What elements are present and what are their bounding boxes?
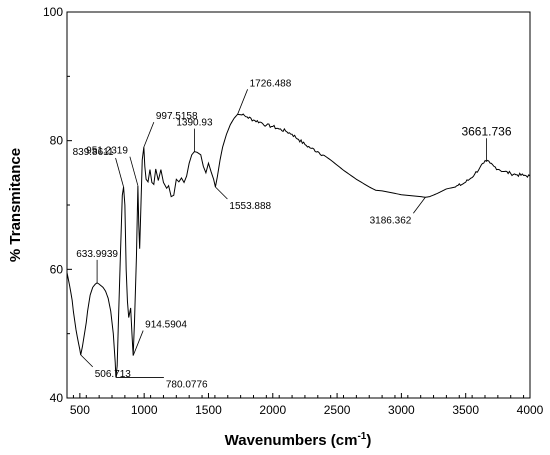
- peak-label: 3186.362: [370, 215, 412, 226]
- peak-leader-line: [237, 89, 248, 115]
- x-axis-title-superscript: -1: [357, 431, 366, 442]
- x-tick-label: 1000: [131, 403, 158, 417]
- x-axis-title: Wavenumbers (cm-1): [225, 431, 372, 449]
- series-line: [66, 113, 531, 378]
- x-tick-label: 2000: [259, 403, 286, 417]
- peak-leader-line: [143, 121, 155, 148]
- y-tick-label: 80: [50, 134, 64, 148]
- x-tick-label: 4000: [517, 403, 544, 417]
- y-tick-label: 100: [43, 5, 63, 19]
- axis-tick-labels: 500 1000 1500 2000 2500 3000 3500 4000 40 60 80 100: [43, 5, 544, 417]
- peak-label: 914.5904: [145, 320, 187, 331]
- y-tick-label: 40: [50, 391, 64, 405]
- peak-label: 633.9939: [76, 249, 118, 260]
- peak-label: 1390.93: [176, 118, 213, 129]
- peak-label: 3661.736: [461, 124, 511, 138]
- axis-ticks: [67, 11, 531, 399]
- peak-leader-line: [215, 186, 228, 200]
- x-axis-title-close: ): [366, 432, 371, 449]
- peak-label: 1726.488: [250, 78, 292, 89]
- peak-leader-line: [413, 197, 426, 214]
- x-tick-label: 3000: [388, 403, 415, 417]
- y-tick-label: 60: [50, 262, 64, 276]
- peak-leader-line: [80, 354, 94, 368]
- x-tick-label: 2500: [324, 403, 351, 417]
- x-tick-label: 1500: [195, 403, 222, 417]
- x-tick-label: 3500: [452, 403, 479, 417]
- peak-leader-line: [129, 156, 139, 186]
- plot-frame: [66, 11, 531, 399]
- peak-leader-line: [115, 157, 124, 188]
- peak-annotations: 506.713 633.9939 780.0776 839.8611 914.5904 9…: [73, 78, 512, 390]
- y-axis-title: % Transmitance: [7, 148, 24, 262]
- peak-label: 780.0776: [166, 379, 208, 390]
- peak-leader-line: [132, 330, 144, 356]
- peak-label: 951.2319: [86, 146, 128, 157]
- x-tick-label: 500: [70, 403, 90, 417]
- peak-label: 506.713: [95, 369, 132, 380]
- peak-label: 839.8611: [73, 147, 114, 158]
- peak-label: 997.5158: [156, 111, 198, 122]
- peak-label: 1553.888: [229, 201, 271, 212]
